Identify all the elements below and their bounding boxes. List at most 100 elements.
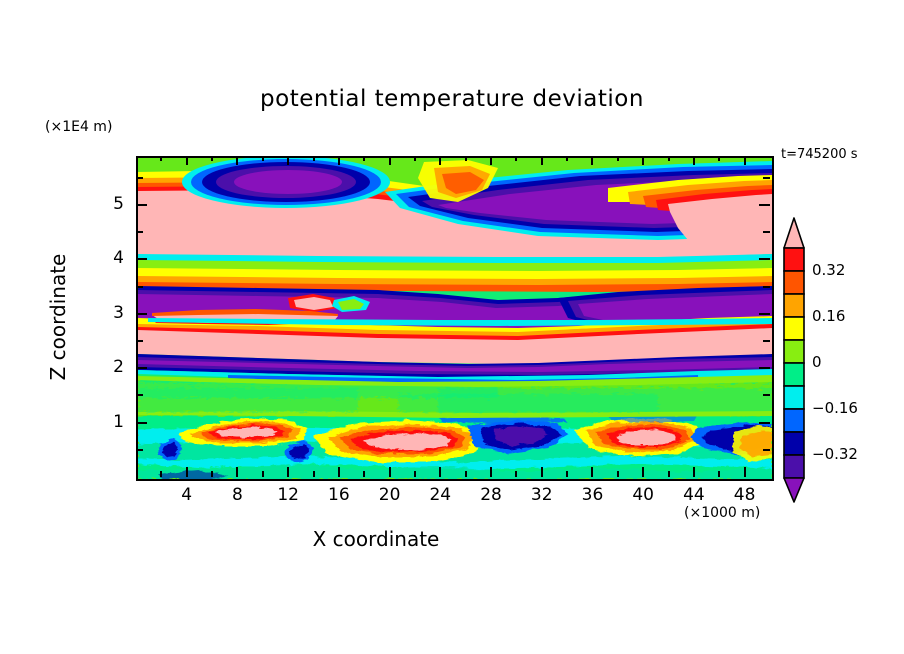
x-minor-tick-top — [160, 156, 163, 161]
x-tick-label: 44 — [683, 485, 705, 505]
x-major-tick-top — [439, 156, 442, 165]
z-minor-tick-right — [763, 448, 770, 451]
x-minor-tick — [312, 471, 315, 477]
z-minor-tick — [136, 394, 143, 397]
x-major-tick — [642, 467, 645, 477]
x-tick-label: 24 — [429, 485, 452, 505]
z-major-tick — [136, 312, 147, 315]
x-major-tick — [337, 467, 340, 477]
z-tick-label: 4 — [113, 248, 124, 269]
z-axis-label: Z coordinate — [46, 253, 70, 381]
contour-plot-area — [136, 156, 774, 481]
x-tick-label: 28 — [480, 485, 502, 505]
z-major-tick — [136, 203, 147, 206]
x-minor-tick-top — [464, 156, 467, 161]
x-major-tick — [236, 467, 239, 477]
x-major-tick-top — [743, 156, 746, 165]
x-tick-label: 4 — [181, 485, 193, 505]
x-minor-tick-top — [211, 156, 214, 161]
x-tick-label: 32 — [530, 485, 553, 505]
x-major-tick — [692, 467, 695, 477]
x-minor-tick — [211, 471, 214, 477]
colorbar-tick-label: −0.32 — [812, 445, 858, 463]
colorbar-tick-label: 0 — [812, 353, 822, 371]
x-minor-tick-top — [566, 156, 569, 161]
x-tick-label: 48 — [733, 485, 756, 505]
colorbar-tick-label: −0.16 — [812, 399, 858, 417]
z-minor-tick-right — [763, 176, 770, 179]
z-major-tick-right — [759, 203, 770, 206]
x-major-tick-top — [337, 156, 340, 165]
x-major-tick-top — [185, 156, 188, 165]
z-major-tick-right — [759, 312, 770, 315]
page-title: potential temperature deviation — [260, 86, 644, 112]
x-major-tick — [490, 467, 493, 477]
z-major-tick-right — [759, 421, 770, 424]
x-major-tick — [388, 467, 391, 477]
x-major-tick-top — [388, 156, 391, 165]
z-major-tick — [136, 258, 147, 261]
z-tick-label: 2 — [113, 357, 124, 378]
x-major-tick-top — [287, 156, 290, 165]
z-minor-tick-right — [763, 231, 770, 234]
x-axis-unit: (×1000 m) — [684, 505, 761, 521]
x-tick-label: 36 — [581, 485, 604, 505]
x-tick-label: 12 — [277, 485, 299, 505]
x-minor-tick — [667, 471, 670, 477]
x-major-tick-top — [540, 156, 543, 165]
z-minor-tick-right — [763, 394, 770, 397]
x-tick-label: 16 — [328, 485, 350, 505]
x-minor-tick-top — [312, 156, 315, 161]
x-major-tick — [591, 467, 594, 477]
z-minor-tick — [136, 231, 143, 234]
x-major-tick — [287, 467, 290, 477]
x-tick-label: 20 — [378, 485, 401, 505]
z-minor-tick — [136, 339, 143, 342]
z-minor-tick-right — [763, 285, 770, 288]
x-minor-tick-top — [261, 156, 264, 161]
z-major-tick-right — [759, 367, 770, 370]
x-major-tick-top — [490, 156, 493, 165]
colorbar-tick-label: 0.32 — [812, 261, 846, 279]
x-minor-tick — [566, 471, 569, 477]
x-minor-tick — [718, 471, 721, 477]
z-major-tick — [136, 367, 147, 370]
colorbar — [780, 214, 826, 508]
z-axis-unit: (×1E4 m) — [45, 119, 113, 135]
x-minor-tick — [515, 471, 518, 477]
z-minor-tick — [136, 176, 143, 179]
x-minor-tick-top — [413, 156, 416, 161]
z-minor-tick — [136, 448, 143, 451]
x-minor-tick — [160, 471, 163, 477]
x-minor-tick — [363, 471, 366, 477]
x-minor-tick-top — [616, 156, 619, 161]
colorbar-tick-label: 0.16 — [812, 307, 846, 325]
x-minor-tick-top — [718, 156, 721, 161]
x-minor-tick — [413, 471, 416, 477]
x-major-tick — [439, 467, 442, 477]
x-minor-tick — [464, 471, 467, 477]
x-tick-label: 40 — [632, 485, 654, 505]
z-minor-tick — [136, 285, 143, 288]
x-minor-tick — [616, 471, 619, 477]
z-tick-label: 3 — [113, 302, 124, 323]
x-major-tick-top — [692, 156, 695, 165]
x-minor-tick-top — [667, 156, 670, 161]
x-major-tick — [185, 467, 188, 477]
x-tick-label: 8 — [232, 485, 243, 505]
x-major-tick-top — [642, 156, 645, 165]
timestamp-label: t=745200 s — [781, 147, 858, 162]
x-minor-tick-top — [515, 156, 518, 161]
x-major-tick-top — [236, 156, 239, 165]
z-tick-label: 1 — [113, 411, 124, 432]
z-major-tick-right — [759, 258, 770, 261]
x-minor-tick-top — [363, 156, 366, 161]
x-minor-tick — [261, 471, 264, 477]
x-major-tick — [743, 467, 746, 477]
x-major-tick-top — [591, 156, 594, 165]
z-minor-tick-right — [763, 339, 770, 342]
z-tick-label: 5 — [113, 193, 124, 214]
x-major-tick — [540, 467, 543, 477]
x-axis-label: X coordinate — [312, 527, 440, 551]
z-major-tick — [136, 421, 147, 424]
